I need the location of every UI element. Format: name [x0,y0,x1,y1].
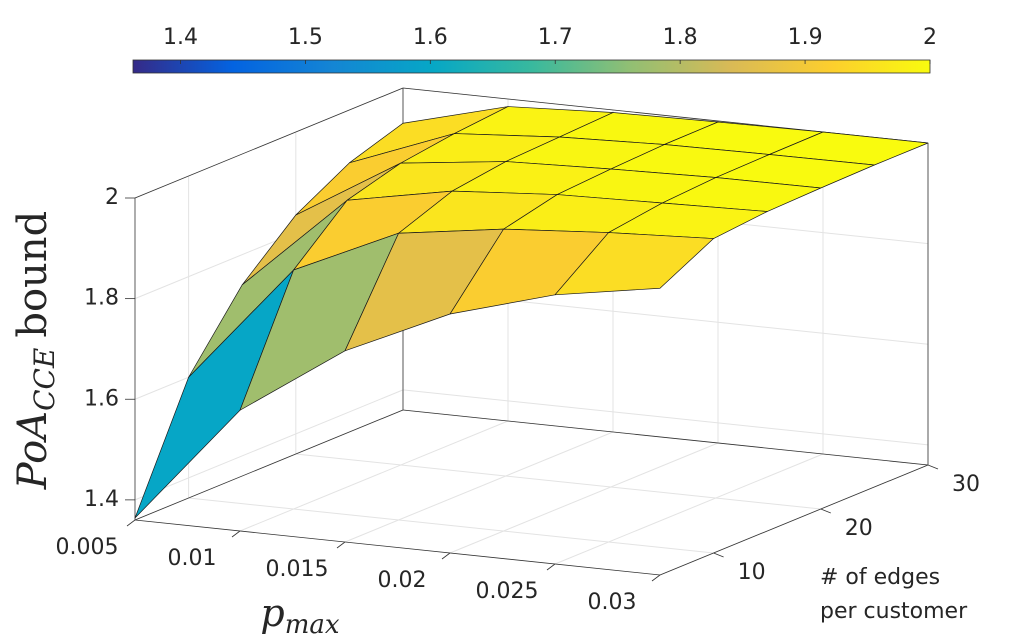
y-tick [927,464,939,470]
x-label-sub: max [285,610,340,636]
grid-line [188,497,714,554]
annotations: pmax # of edges per customer PoACCE bound… [10,25,980,636]
colorbar-tick-label: 1.9 [788,25,823,50]
z-label-base: PoA [10,411,56,490]
x-tick [441,552,451,560]
surface [134,106,929,519]
colorbar-tick-label: 1.7 [538,25,573,50]
x-tick-label: 0.005 [56,535,119,560]
z-tick-label: 2 [105,185,119,210]
grid-line [295,453,821,510]
axis-line [134,409,404,521]
colorbar [132,59,931,74]
z-tick-label: 1.6 [84,386,119,411]
x-tick-label: 0.03 [588,590,637,615]
z-axis-label: PoACCE bound [10,211,61,490]
colorbar-tick-label: 1.8 [663,25,698,50]
colorbar-tick-label: 1.5 [288,25,323,50]
grid-line [134,389,404,501]
x-axis-label: pmax [260,591,339,636]
colorbar-tick-label: 1.6 [413,25,448,50]
y-tick [820,508,831,514]
x-tick [651,574,661,582]
grid-line [554,453,824,565]
grid-line [239,420,509,532]
x-tick-label: 0.025 [476,579,539,604]
x-tick [546,563,556,571]
surface-patch [554,232,714,296]
z-label-sub: CCE [28,348,61,411]
y-tick [713,552,724,558]
surface-patch [134,269,294,519]
y-axis-label: # of edges [820,565,940,590]
x-tick-label: 0.02 [378,568,427,593]
axis-line [402,409,929,466]
colorbar-tick-label: 2 [923,25,937,50]
x-tick-label: 0.015 [266,557,329,582]
axis-line [134,87,404,199]
z-tick-label: 1.8 [84,286,119,311]
z-tick-label: 1.4 [84,487,119,512]
grid-line [449,442,719,554]
y-tick-label: 10 [738,560,766,585]
x-tick [231,530,241,538]
grid-line [402,389,929,446]
grid-line [344,431,614,543]
y-tick-label: 20 [845,516,873,541]
colorbar-tick-label: 1.4 [163,25,198,50]
x-tick-label: 0.01 [168,546,217,571]
axis-line [134,519,661,576]
x-tick [126,519,136,527]
y-tick-label: 30 [952,472,980,497]
y-axis-label: per customer [820,599,968,624]
x-label-base: p [260,591,284,635]
axis-line [659,464,929,576]
x-tick [336,541,346,549]
z-label-rest: bound [10,211,56,338]
